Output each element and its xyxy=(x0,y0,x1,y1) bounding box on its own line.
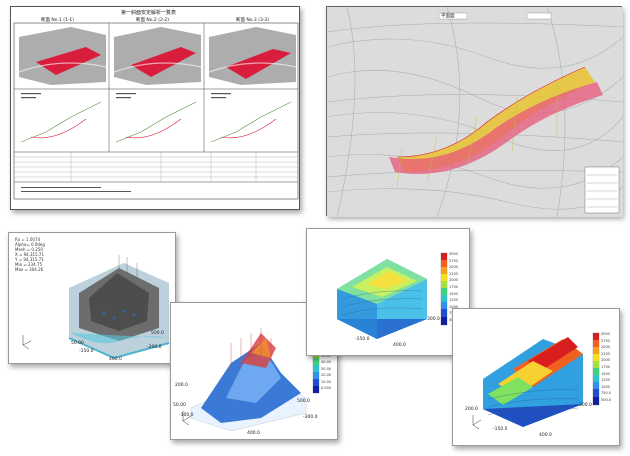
section-label-2: 断面 No.2 (2-2) xyxy=(136,18,170,23)
model-a-info: Rx = 1.0074 Alpha= 0.0deg Mesh = 0.250 X… xyxy=(15,237,45,272)
sheet-title: 第一斜面安定解析一覧表 xyxy=(121,10,177,16)
plan-map-label: 平面図 xyxy=(441,14,455,19)
model-d-axis-4: 200.0 xyxy=(465,407,478,412)
section-label-3: 断面 No.3 (3-3) xyxy=(236,18,270,23)
model-b-axis-1: 200.0 xyxy=(175,383,188,388)
plan-map-drawing xyxy=(327,7,623,217)
model-d-drawing xyxy=(472,332,600,430)
model-a-axis-4: 400.0 xyxy=(109,357,122,362)
model-a-drawing xyxy=(22,255,170,360)
model-c-axis-3: 400.0 xyxy=(393,343,406,348)
model-a-axis-5: -200.0 xyxy=(147,345,162,350)
model-c-panel: 300027502500225020001750150012501000750.… xyxy=(306,228,470,356)
plan-map-panel: 平面図 xyxy=(326,6,623,217)
model-d-axis-1: 300.0 xyxy=(579,403,592,408)
model-b-axis-2: 50.00 xyxy=(173,403,186,408)
section-label-1: 断面 No.1 (1-1) xyxy=(41,18,75,23)
model-a-panel: Rx = 1.0074 Alpha= 0.0deg Mesh = 0.250 X… xyxy=(8,232,176,364)
model-b-axis-4: 400.0 xyxy=(247,431,260,436)
sheet-drawing xyxy=(13,22,299,200)
model-b-axis-6: 500.0 xyxy=(297,399,310,404)
sheet-report-panel: 第一斜面安定解析一覧表 断面 No.1 (1-1) 断面 No.2 (2-2) … xyxy=(10,6,300,210)
model-c-drawing xyxy=(337,252,448,339)
model-d-panel: 3000 2750 2500 2250 2000 1750 1500 1250 1000 750.… xyxy=(452,308,620,446)
model-b-axis-5: -300.0 xyxy=(303,415,318,420)
model-d-axis-2: -150.0 xyxy=(493,427,508,432)
model-b-axis-3: -100.0 xyxy=(179,413,194,418)
model-d-legend: 3000 2750 2500 2250 2000 1750 1500 1250 1000 750.… xyxy=(601,332,612,402)
model-c-axis-2: -150.0 xyxy=(355,337,370,342)
model-d-axis-3: 400.0 xyxy=(539,433,552,438)
model-c-axis-1: 300.0 xyxy=(427,317,440,322)
model-a-axis-2: 50.00 xyxy=(71,341,84,346)
model-b-drawing xyxy=(182,322,320,432)
model-a-axis-1: 500.0 xyxy=(151,331,164,336)
model-a-axis-3: -150.0 xyxy=(79,349,94,354)
